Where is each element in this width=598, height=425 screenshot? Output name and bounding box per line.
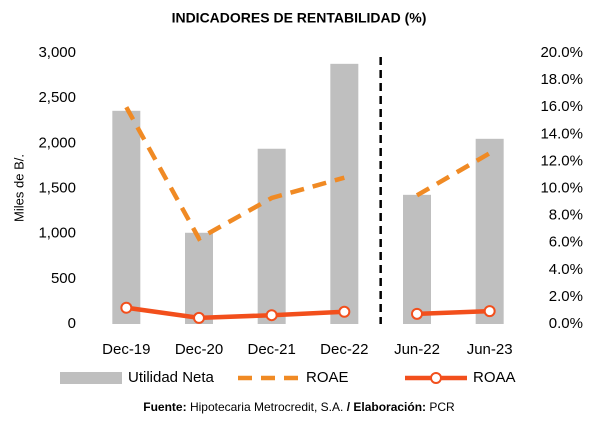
- y2-tick-label: 14.0%: [540, 125, 583, 142]
- y2-tick-label: 0.0%: [549, 315, 583, 332]
- line-roaa: [416, 308, 490, 317]
- x-tick-label: Jun-22: [394, 341, 440, 358]
- y-tick-label: 500: [51, 270, 76, 287]
- bar: [403, 194, 431, 324]
- y2-tick-label: 4.0%: [549, 261, 583, 278]
- marker: [483, 305, 496, 318]
- marker: [338, 305, 351, 318]
- chart-title: INDICADORES DE RENTABILIDAD (%): [172, 10, 427, 26]
- y-tick-label: 0: [68, 315, 76, 332]
- y-tick-label: 2,500: [38, 89, 76, 106]
- footer: Fuente: Hipotecaria Metrocredit, S.A. / …: [143, 400, 455, 414]
- line-roae: [124, 106, 345, 242]
- y2-tick-label: 6.0%: [549, 234, 583, 251]
- marker: [120, 301, 133, 314]
- bar: [475, 138, 504, 324]
- y2-tick-label: 8.0%: [549, 207, 583, 224]
- legend-label: ROAA: [473, 369, 516, 386]
- line-roae: [415, 151, 491, 198]
- y2-tick-label: 2.0%: [549, 288, 583, 305]
- author-label: / Elaboración:: [347, 400, 426, 414]
- y2-tick-label: 18.0%: [540, 71, 583, 88]
- bar: [330, 63, 359, 325]
- marker: [411, 307, 423, 320]
- y2-tick-label: 20.0%: [540, 44, 583, 61]
- legend-label: Utilidad Neta: [128, 369, 215, 386]
- y-axis-label: Miles de B/.: [11, 154, 26, 222]
- line-roaa: [126, 305, 345, 321]
- bar: [185, 232, 213, 324]
- legend-swatch: [60, 372, 122, 384]
- x-tick-label: Dec-21: [247, 341, 295, 358]
- marker: [265, 309, 278, 322]
- y2-tick-label: 12.0%: [540, 152, 583, 169]
- source-label: Fuente:: [143, 400, 186, 414]
- x-tick-label: Dec-19: [102, 341, 150, 358]
- author: PCR: [429, 400, 455, 414]
- y-tick-label: 3,000: [38, 44, 76, 61]
- legend-marker: [430, 372, 442, 384]
- y-tick-label: 1,500: [38, 179, 76, 196]
- marker: [193, 311, 205, 324]
- legend-label: ROAE: [306, 369, 349, 386]
- bar: [257, 148, 286, 324]
- source: Hipotecaria Metrocredit, S.A.: [190, 400, 343, 414]
- x-tick-label: Jun-23: [467, 341, 513, 358]
- y-tick-label: 1,000: [38, 225, 76, 242]
- x-tick-label: Dec-20: [175, 341, 223, 358]
- y2-tick-label: 16.0%: [540, 98, 583, 115]
- y2-tick-label: 10.0%: [540, 179, 583, 196]
- bar: [112, 110, 141, 325]
- y-tick-label: 2,000: [38, 134, 76, 151]
- x-tick-label: Dec-22: [320, 341, 368, 358]
